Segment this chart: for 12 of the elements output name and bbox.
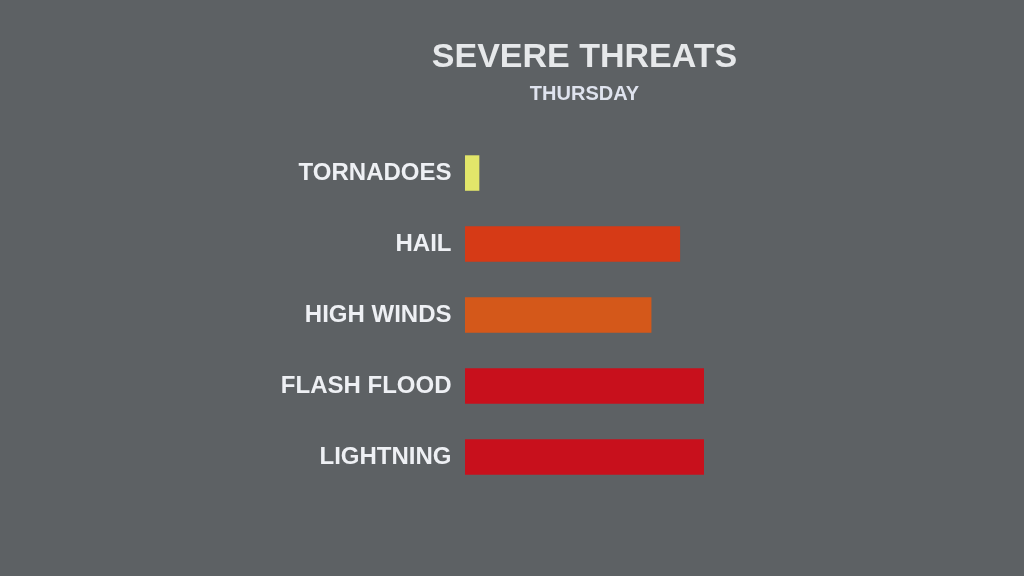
y-tick-label: LIGHTNING xyxy=(319,441,452,469)
y-tick-label: HAIL xyxy=(395,229,452,257)
y-tick-label: FLASH FLOOD xyxy=(280,370,452,398)
bar xyxy=(465,226,681,262)
bar xyxy=(465,297,652,333)
chart-subtitle: THURSDAY xyxy=(529,82,640,104)
bar xyxy=(465,368,704,404)
y-tick-label: HIGH WINDS xyxy=(304,300,452,327)
y-tick-label: TORNADOES xyxy=(298,158,452,186)
bar xyxy=(465,439,704,475)
chart-title: SEVERE THREATS xyxy=(431,36,738,74)
bar xyxy=(465,155,480,191)
